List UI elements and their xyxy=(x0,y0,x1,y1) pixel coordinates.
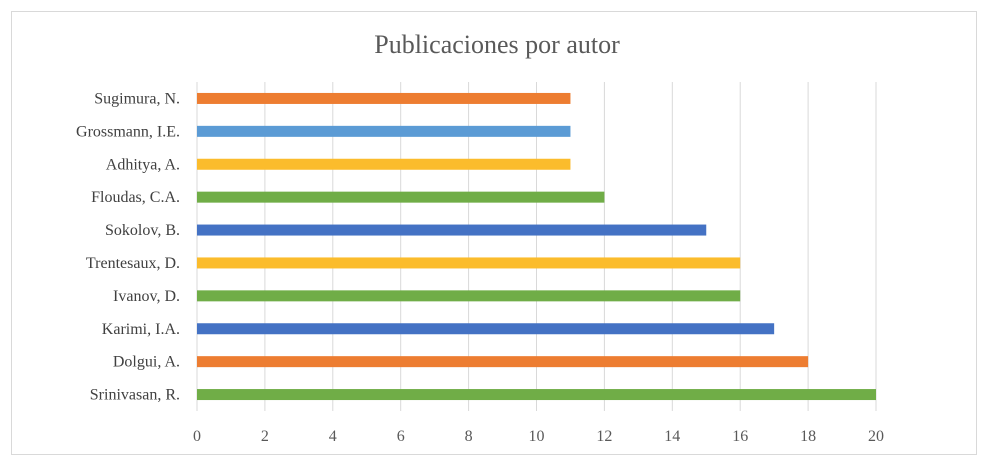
bar xyxy=(197,389,876,401)
bar xyxy=(197,290,741,302)
category-label: Srinivasan, R. xyxy=(90,387,180,404)
x-tick-label: 10 xyxy=(529,428,545,445)
bar xyxy=(197,92,571,104)
category-label: Floudas, C.A. xyxy=(91,189,180,206)
x-tick-label: 4 xyxy=(329,428,337,445)
x-tick-label: 16 xyxy=(732,428,748,445)
category-label: Trentesaux, D. xyxy=(86,255,180,272)
x-tick-label: 12 xyxy=(596,428,612,445)
x-tick-label: 18 xyxy=(800,428,816,445)
x-tick-label: 6 xyxy=(397,428,405,445)
category-label: Adhitya, A. xyxy=(106,156,180,173)
category-label: Dolgui, A. xyxy=(113,354,180,371)
x-tick-label: 20 xyxy=(868,428,884,445)
chart-title: Publicaciones por autor xyxy=(374,30,620,59)
x-tick-label: 8 xyxy=(465,428,473,445)
bar xyxy=(197,224,707,236)
bar xyxy=(197,257,741,269)
category-label: Sugimura, N. xyxy=(94,90,180,107)
bars xyxy=(197,92,876,401)
category-label: Sokolov, B. xyxy=(105,222,180,239)
category-labels: Srinivasan, R. Dolgui, A. Karimi, I.A. Ivan… xyxy=(76,90,180,403)
x-tick-label: 0 xyxy=(193,428,201,445)
category-label: Grossmann, I.E. xyxy=(76,123,180,140)
x-tick-label: 14 xyxy=(664,428,680,445)
bar xyxy=(197,158,571,170)
category-label: Karimi, I.A. xyxy=(102,321,180,338)
x-tick-label: 2 xyxy=(261,428,269,445)
category-label: Ivanov, D. xyxy=(113,288,180,305)
bar xyxy=(197,191,605,203)
bar xyxy=(197,356,809,368)
tick-labels: 0 2 4 6 8 10 12 14 16 18 20 xyxy=(193,428,884,445)
bar xyxy=(197,125,571,137)
bar xyxy=(197,323,775,335)
